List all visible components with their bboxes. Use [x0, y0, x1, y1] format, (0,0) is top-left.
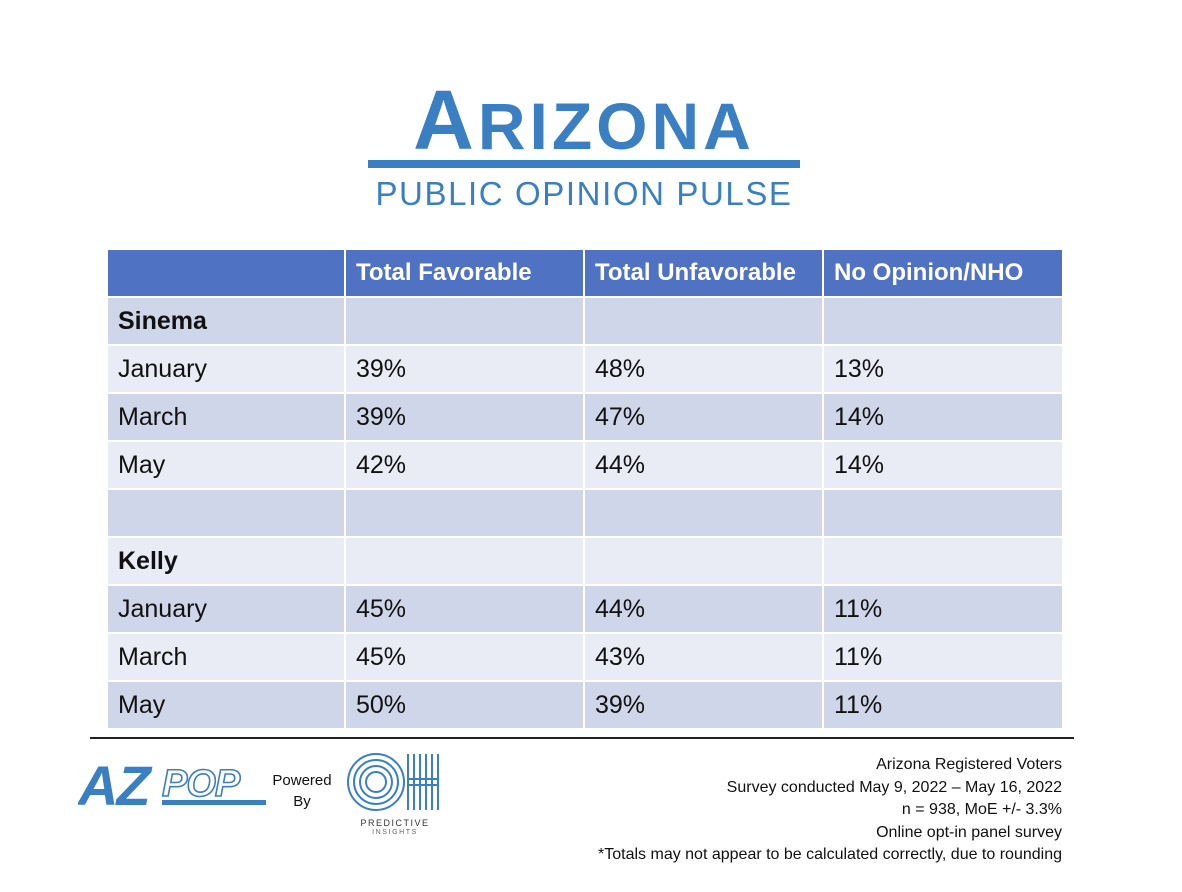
group-label-kelly: Kelly	[106, 536, 346, 586]
oh-logo-caption: PREDICTIVE INSIGHTS	[352, 818, 438, 838]
table-cell: 44%	[583, 440, 824, 490]
table-row: Kelly	[106, 536, 1064, 586]
footer-divider	[90, 737, 1074, 739]
powered-by-text: Powered By	[268, 770, 336, 812]
table-cell: 14%	[822, 392, 1064, 442]
table-cell: 39%	[583, 680, 824, 730]
note-population: Arizona Registered Voters	[876, 756, 1062, 773]
row-label: May	[106, 440, 346, 490]
table-cell: 11%	[822, 680, 1064, 730]
svg-text:AZ: AZ	[78, 758, 152, 810]
brand-title: ARIZONA	[368, 78, 800, 163]
row-label: January	[106, 344, 346, 394]
table-cell	[583, 536, 824, 586]
table-row: March 45% 43% 11%	[106, 632, 1064, 682]
table-cell	[822, 296, 1064, 346]
table-cell	[344, 488, 585, 538]
note-rounding: *Totals may not appear to be calculated …	[598, 846, 1062, 863]
table-cell: 47%	[583, 392, 824, 442]
table-cell	[106, 488, 346, 538]
column-header-label	[106, 248, 346, 298]
note-method: Online opt-in panel survey	[876, 823, 1062, 841]
brand-title-rest: RIZONA	[477, 89, 755, 163]
table-cell: 13%	[822, 344, 1064, 394]
table-row: January 45% 44% 11%	[106, 584, 1064, 634]
group-label-sinema: Sinema	[106, 296, 346, 346]
brand-header: ARIZONA PUBLIC OPINION PULSE	[368, 78, 800, 214]
by-label: By	[293, 793, 311, 810]
table-cell: 43%	[583, 632, 824, 682]
brand-divider	[368, 160, 800, 168]
table-cell: 11%	[822, 632, 1064, 682]
brand-title-initial: A	[413, 73, 478, 167]
table-row: Sinema	[106, 296, 1064, 346]
table-cell: 39%	[344, 392, 585, 442]
azpop-logo: AZ POP	[78, 758, 266, 810]
table-cell: 45%	[344, 584, 585, 634]
table-cell: 44%	[583, 584, 824, 634]
table-row: March 39% 47% 14%	[106, 392, 1064, 442]
table-cell: 39%	[344, 344, 585, 394]
table-cell	[344, 296, 585, 346]
powered-label: Powered	[272, 772, 332, 789]
oh-predictive-insights-logo	[347, 753, 439, 811]
table-cell: 48%	[583, 344, 824, 394]
table-cell: 11%	[822, 584, 1064, 634]
oh-caption-line1: PREDICTIVE	[360, 818, 430, 828]
favorability-table: Total Favorable Total Unfavorable No Opi…	[106, 248, 1064, 730]
table-row: May 42% 44% 14%	[106, 440, 1064, 490]
table-row: January 39% 48% 13%	[106, 344, 1064, 394]
note-sample: n = 938, MoE +/- 3.3%	[901, 801, 1062, 818]
row-label: January	[106, 584, 346, 634]
table-cell	[344, 536, 585, 586]
survey-notes: Arizona Registered Voters Survey conduct…	[598, 754, 1062, 867]
table-cell: 50%	[344, 680, 585, 730]
row-label: May	[106, 680, 346, 730]
table-cell	[583, 488, 824, 538]
table-cell	[822, 536, 1064, 586]
note-dates: Survey conducted May 9, 2022 – May 16, 2…	[726, 778, 1062, 796]
table-cell	[822, 488, 1064, 538]
row-label: March	[106, 632, 346, 682]
row-label: March	[106, 392, 346, 442]
brand-subtitle: PUBLIC OPINION PULSE	[375, 175, 793, 212]
column-header-unfavorable: Total Unfavorable	[583, 248, 824, 298]
column-header-favorable: Total Favorable	[344, 248, 585, 298]
svg-text:POP: POP	[162, 763, 241, 805]
column-header-no-opinion: No Opinion/NHO	[822, 248, 1064, 298]
table-cell: 42%	[344, 440, 585, 490]
table-cell	[583, 296, 824, 346]
oh-caption-line2: INSIGHTS	[372, 829, 418, 836]
table-spacer-row	[106, 488, 1064, 538]
table-header-row: Total Favorable Total Unfavorable No Opi…	[106, 248, 1064, 298]
table-row: May 50% 39% 11%	[106, 680, 1064, 730]
table-cell: 45%	[344, 632, 585, 682]
table-cell: 14%	[822, 440, 1064, 490]
